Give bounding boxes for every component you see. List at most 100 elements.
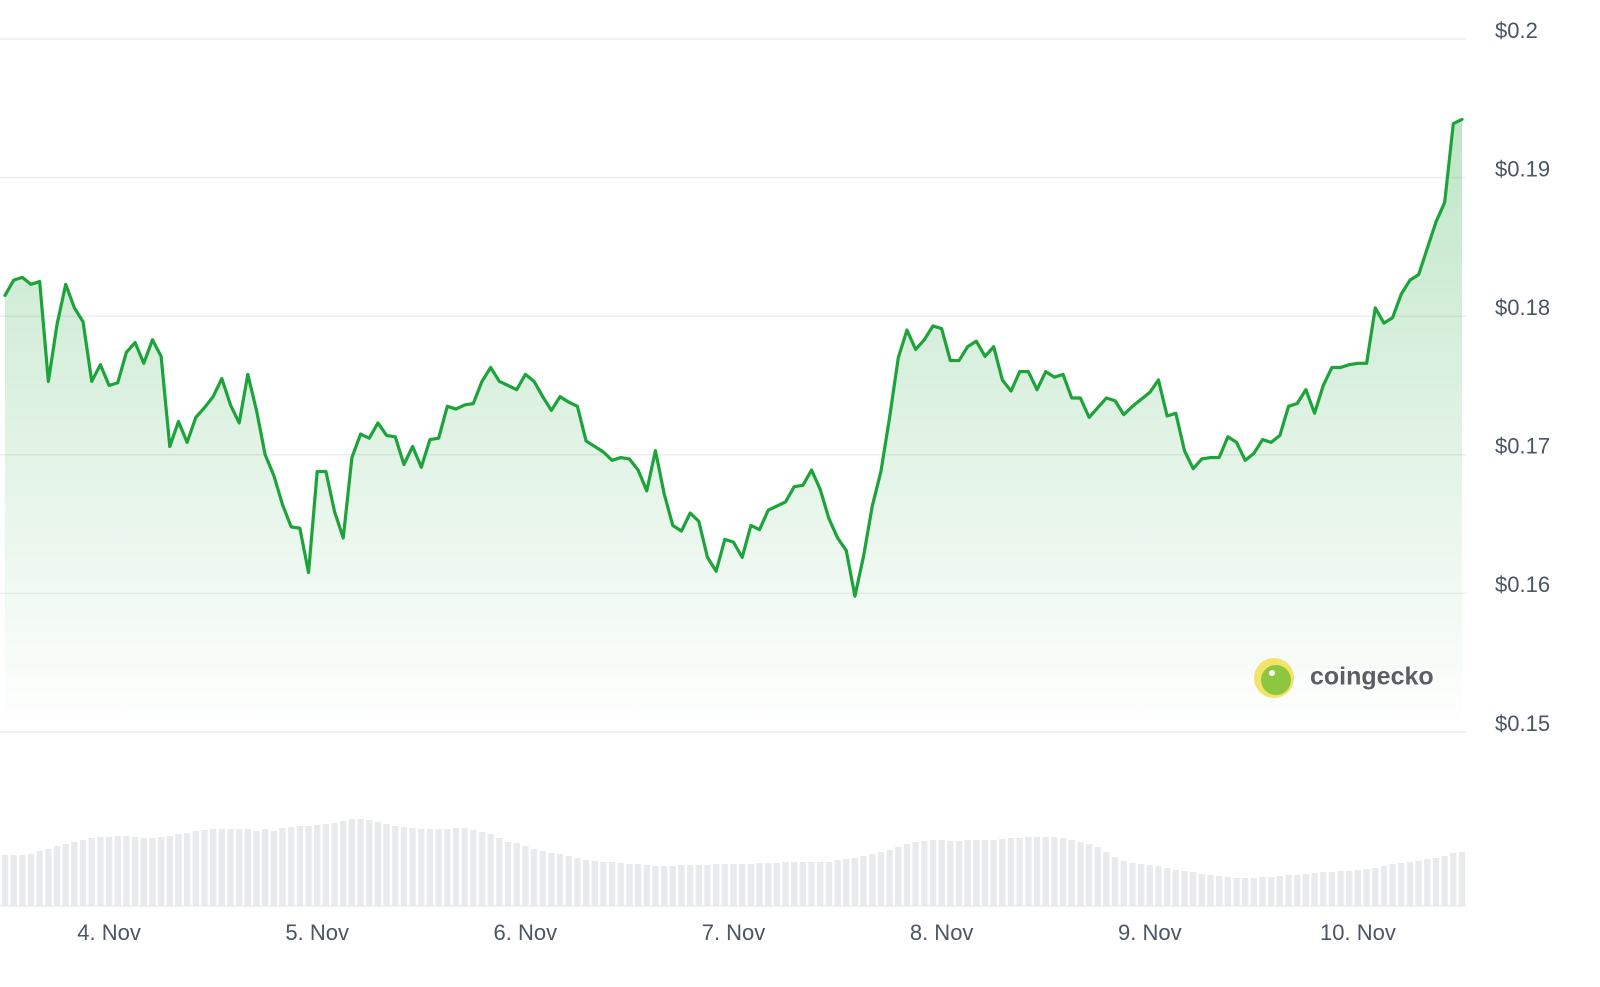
volume-bar bbox=[608, 862, 616, 906]
volume-bar bbox=[817, 862, 824, 906]
volume-bar bbox=[652, 866, 659, 906]
volume-bar bbox=[348, 819, 356, 906]
volume-bar bbox=[808, 862, 815, 906]
volume-bar bbox=[1346, 871, 1353, 906]
volume-bar bbox=[1190, 872, 1197, 906]
volume-bar bbox=[1328, 872, 1336, 906]
volume-bar bbox=[1068, 840, 1075, 906]
volume-bar bbox=[765, 863, 772, 906]
volume-bar bbox=[1406, 862, 1414, 906]
volume-bar bbox=[1, 855, 9, 906]
volume-bar bbox=[643, 865, 650, 906]
volume-bar bbox=[478, 832, 486, 906]
y-tick-label: $0.16 bbox=[1495, 572, 1550, 597]
volume-bar bbox=[1146, 865, 1153, 906]
volume-bar bbox=[45, 849, 52, 906]
volume-bar bbox=[739, 864, 746, 906]
volume-bar bbox=[1198, 874, 1205, 906]
volume-bar bbox=[1085, 844, 1093, 906]
watermark-text: coingecko bbox=[1310, 663, 1434, 691]
volume-bar bbox=[981, 840, 989, 906]
volume-bar bbox=[704, 865, 711, 906]
volume-bar bbox=[938, 840, 945, 906]
volume-bar bbox=[1033, 837, 1041, 906]
volume-bar bbox=[79, 840, 87, 906]
volume-bar bbox=[1042, 837, 1049, 906]
volume-bar bbox=[1432, 858, 1440, 906]
volume-bar bbox=[504, 842, 512, 906]
volume-bar bbox=[452, 828, 460, 906]
logo-face bbox=[1261, 665, 1291, 695]
volume-bar bbox=[1094, 847, 1101, 906]
volume-bar bbox=[62, 844, 69, 906]
volume-bar bbox=[374, 822, 382, 906]
volume-bar bbox=[1137, 864, 1145, 906]
volume-bar bbox=[288, 827, 295, 906]
volume-bar bbox=[721, 864, 728, 906]
volume-bar bbox=[1398, 863, 1405, 906]
volume-bar bbox=[244, 829, 251, 906]
volume-bar bbox=[1181, 871, 1188, 906]
volume-bar bbox=[314, 825, 321, 906]
volume-bar bbox=[886, 850, 893, 906]
x-tick-label: 8. Nov bbox=[910, 920, 974, 945]
volume-bar bbox=[409, 828, 416, 906]
y-tick-label: $0.18 bbox=[1495, 295, 1550, 320]
volume-bar bbox=[1111, 857, 1119, 906]
volume-bar bbox=[1103, 852, 1110, 906]
volume-bar bbox=[1285, 875, 1292, 906]
volume-bar bbox=[262, 829, 269, 906]
volume-bar bbox=[1458, 852, 1466, 906]
volume-bar bbox=[730, 864, 737, 906]
volume-bar bbox=[210, 829, 217, 906]
volume-bar bbox=[565, 856, 572, 906]
volume-bar bbox=[487, 834, 494, 906]
volume-bar bbox=[834, 860, 841, 906]
volume-bar bbox=[184, 833, 191, 906]
volume-bar bbox=[322, 824, 330, 906]
volume-bar bbox=[1276, 876, 1283, 906]
volume-bar bbox=[747, 864, 754, 906]
volume-bar bbox=[539, 851, 546, 906]
volume-bar bbox=[678, 865, 685, 906]
volume-bar bbox=[1372, 868, 1379, 906]
volume-bar bbox=[444, 829, 451, 906]
volume-bar bbox=[71, 842, 78, 906]
volume-bar bbox=[114, 836, 121, 906]
y-tick-label: $0.17 bbox=[1495, 434, 1550, 459]
volume-bar bbox=[1051, 837, 1058, 906]
volume-bar bbox=[869, 854, 876, 906]
volume-bar bbox=[123, 836, 130, 906]
volume-bar bbox=[470, 830, 477, 906]
watermark: coingecko bbox=[1254, 658, 1434, 698]
volume-bar bbox=[1302, 874, 1310, 906]
volume-bar bbox=[634, 864, 642, 906]
volume-bar bbox=[1164, 868, 1171, 906]
volume-bar bbox=[591, 861, 598, 906]
volume-bar bbox=[296, 826, 303, 906]
volume-bar bbox=[270, 831, 277, 906]
volume-bar bbox=[461, 828, 468, 906]
volume-bar bbox=[990, 840, 997, 906]
volume-bar bbox=[617, 863, 624, 906]
volume-bar bbox=[10, 855, 17, 906]
volume-bar bbox=[964, 840, 971, 906]
volume-bar bbox=[999, 839, 1006, 906]
volume-bar bbox=[513, 843, 520, 906]
volume-bar bbox=[1268, 877, 1275, 906]
volume-bar bbox=[27, 854, 35, 906]
x-tick-label: 4. Nov bbox=[77, 920, 141, 945]
volume-bar bbox=[1311, 873, 1318, 906]
x-tick-label: 9. Nov bbox=[1118, 920, 1182, 945]
logo-eye bbox=[1269, 670, 1275, 676]
y-tick-label: $0.2 bbox=[1495, 18, 1538, 43]
volume-bar bbox=[1294, 875, 1301, 906]
volume-bar bbox=[713, 864, 720, 906]
volume-bar bbox=[530, 849, 538, 906]
volume-bar bbox=[53, 846, 61, 906]
volume-bar bbox=[929, 840, 937, 906]
volume-bar bbox=[1450, 853, 1457, 906]
volume-bar bbox=[947, 841, 954, 906]
volume-bar bbox=[921, 841, 928, 906]
